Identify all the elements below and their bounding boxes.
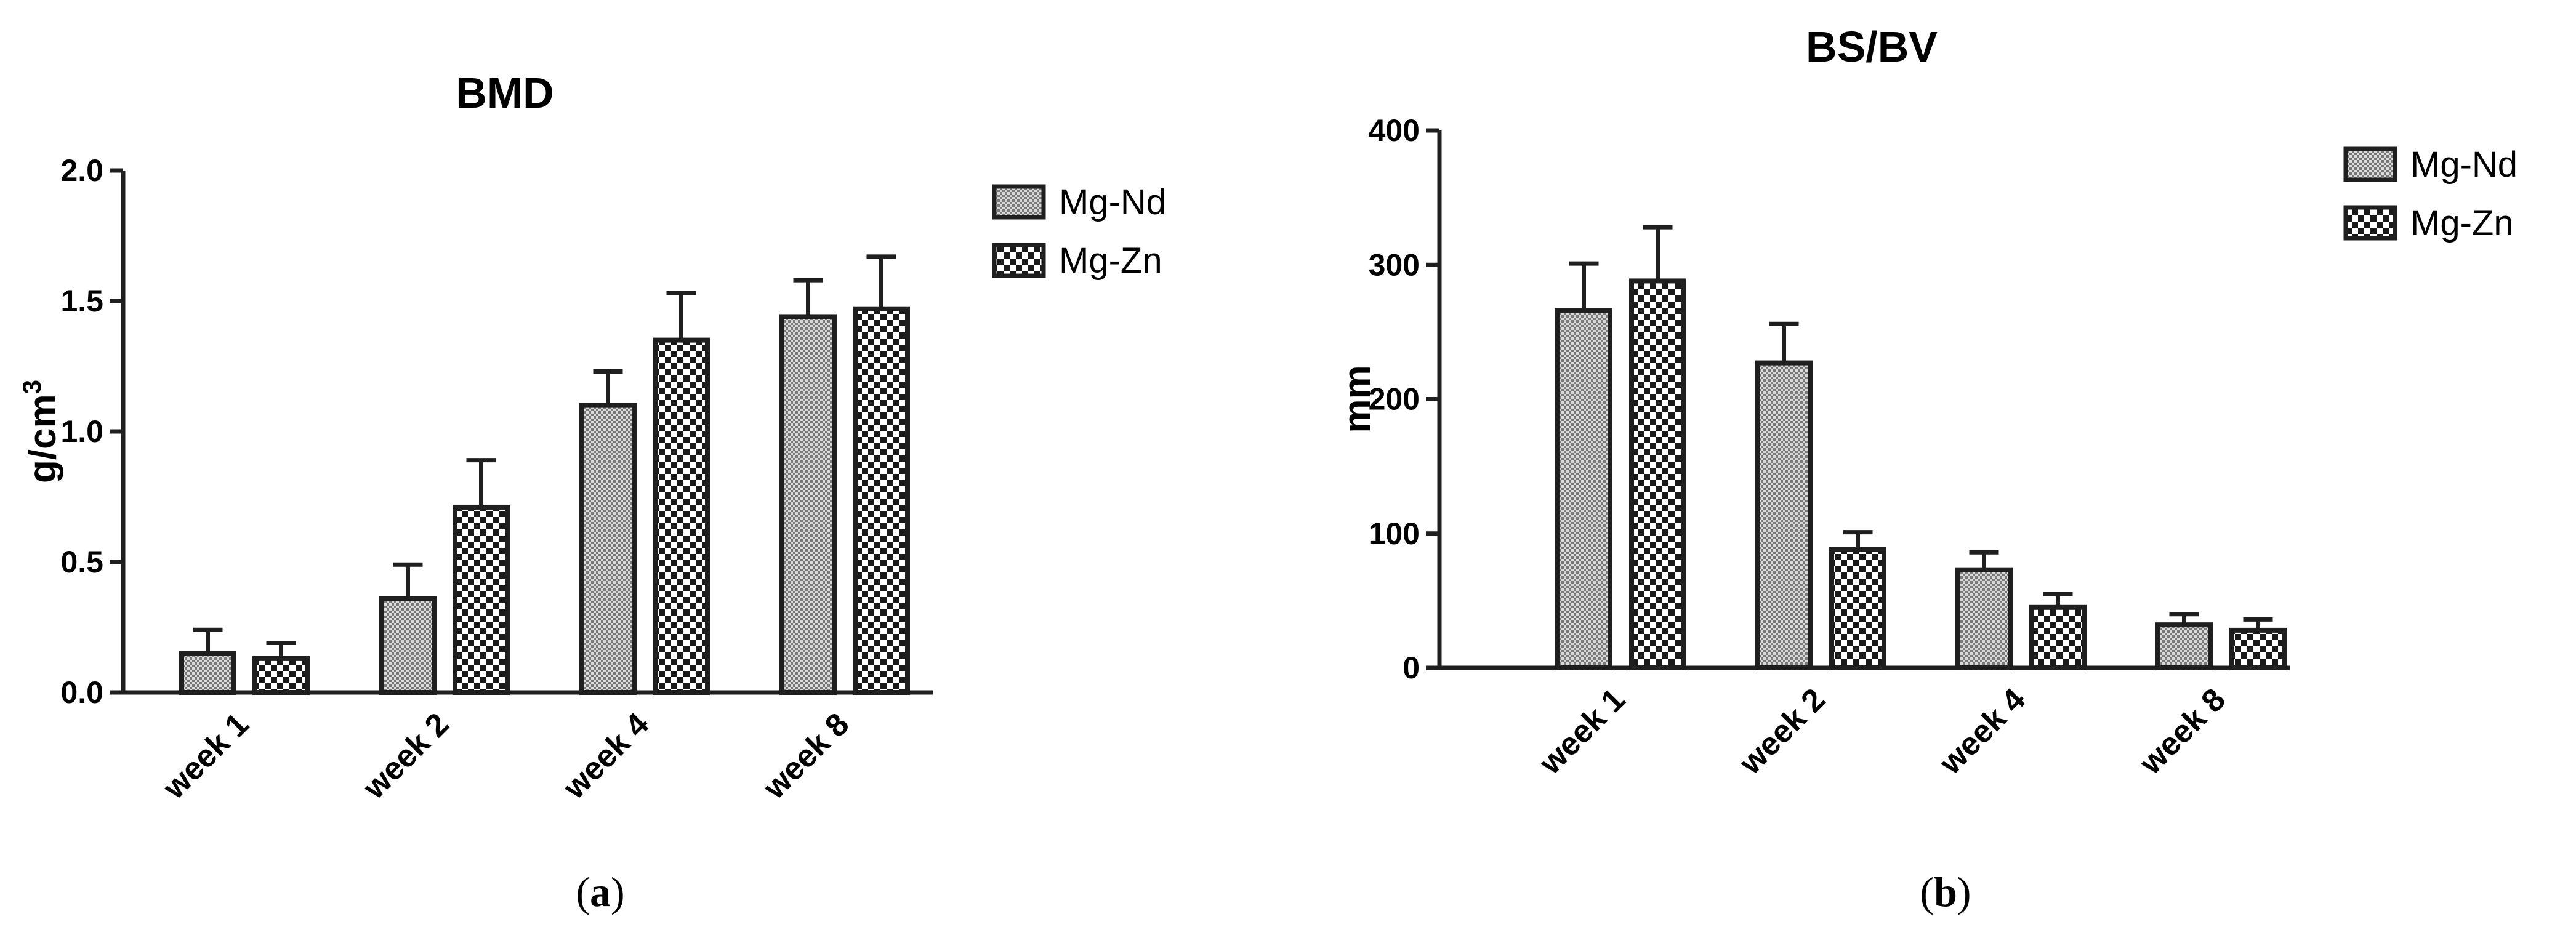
bar-mg-nd-week-8 xyxy=(2155,622,2213,670)
bar-mg-zn-week-1 xyxy=(1629,278,1686,670)
bar-mg-nd-week-8 xyxy=(779,314,837,695)
x-category-label: week 1 xyxy=(1532,681,1632,781)
bar-mg-nd-week-4 xyxy=(1955,567,2013,670)
x-category-label: week 1 xyxy=(156,706,256,806)
legend-label: Mg-Nd xyxy=(2410,145,2518,185)
y-tick-label: 200 xyxy=(1369,382,1420,417)
x-category-label: week 4 xyxy=(556,706,656,806)
y-tick-label: 1.0 xyxy=(60,414,103,449)
x-category-label: week 4 xyxy=(1933,681,2032,781)
panel-label-open-paren: ( xyxy=(576,869,590,915)
chart-bmd: BMD g/cm3 0.0 0.5 1.0 1.5 2.0 week 1 week 2 week … xyxy=(17,69,1166,915)
x-category-label: week 8 xyxy=(756,706,856,806)
bar-mg-nd-week-4 xyxy=(579,403,637,695)
bar-mg-nd-week-1 xyxy=(179,651,236,696)
bar-mg-zn-week-4 xyxy=(2029,604,2087,670)
bar-mg-nd-week-1 xyxy=(1555,308,1612,670)
y-axis-label-text: mm xyxy=(1336,365,1379,433)
bar-mg-nd-week-2 xyxy=(1755,360,1813,670)
legend-swatch-mg-nd xyxy=(2343,146,2397,182)
panel-label-letter: a xyxy=(590,869,611,915)
y-axis-label: g/cm3 xyxy=(17,380,64,483)
panel-label: (a) xyxy=(576,869,624,915)
x-category-label: week 2 xyxy=(356,706,456,806)
y-tick-label: 0.0 xyxy=(60,675,103,710)
y-tick-label: 2.0 xyxy=(60,153,103,188)
legend-swatch-mg-zn xyxy=(992,243,1046,278)
bar-mg-zn-week-4 xyxy=(653,337,710,695)
x-category-label: week 8 xyxy=(2133,681,2232,781)
y-tick-label: 100 xyxy=(1369,516,1420,551)
panel-label-letter: b xyxy=(1934,869,1957,915)
panel-label-close-paren: ) xyxy=(1957,869,1971,915)
y-axis-label-superscript: 3 xyxy=(17,380,46,394)
y-axis-label: mm xyxy=(1336,365,1379,433)
x-category-label: week 2 xyxy=(1733,681,1832,781)
panel-label-open-paren: ( xyxy=(1920,869,1934,915)
panel-label-close-paren: ) xyxy=(611,869,625,915)
legend-label: Mg-Zn xyxy=(1059,241,1162,281)
chart-title: BS/BV xyxy=(1806,23,1938,71)
chart-title: BMD xyxy=(456,69,553,117)
legend-swatch-mg-zn xyxy=(2343,205,2397,241)
bar-mg-zn-week-8 xyxy=(2229,627,2287,671)
y-axis-label-text: g/cm xyxy=(22,394,64,483)
panel-label: (b) xyxy=(1920,869,1971,915)
y-tick-label: 0.5 xyxy=(60,545,103,579)
legend-label: Mg-Nd xyxy=(1059,182,1166,222)
bar-mg-zn-week-8 xyxy=(853,306,910,696)
bar-mg-zn-week-2 xyxy=(453,504,510,696)
chart-bs-bv: BS/BV mm 0 100 200 300 400 week 1 week 2 week 4 we… xyxy=(1336,23,2518,915)
y-tick-label: 1.5 xyxy=(60,284,103,318)
legend-label: Mg-Zn xyxy=(2410,203,2514,243)
y-tick-label: 0 xyxy=(1403,651,1420,685)
bar-mg-zn-week-1 xyxy=(252,656,310,696)
y-tick-label: 400 xyxy=(1369,113,1420,148)
bar-mg-zn-week-2 xyxy=(1829,547,1886,670)
y-tick-label: 300 xyxy=(1369,247,1420,282)
legend-swatch-mg-nd xyxy=(992,184,1046,220)
bar-mg-nd-week-2 xyxy=(379,596,437,695)
